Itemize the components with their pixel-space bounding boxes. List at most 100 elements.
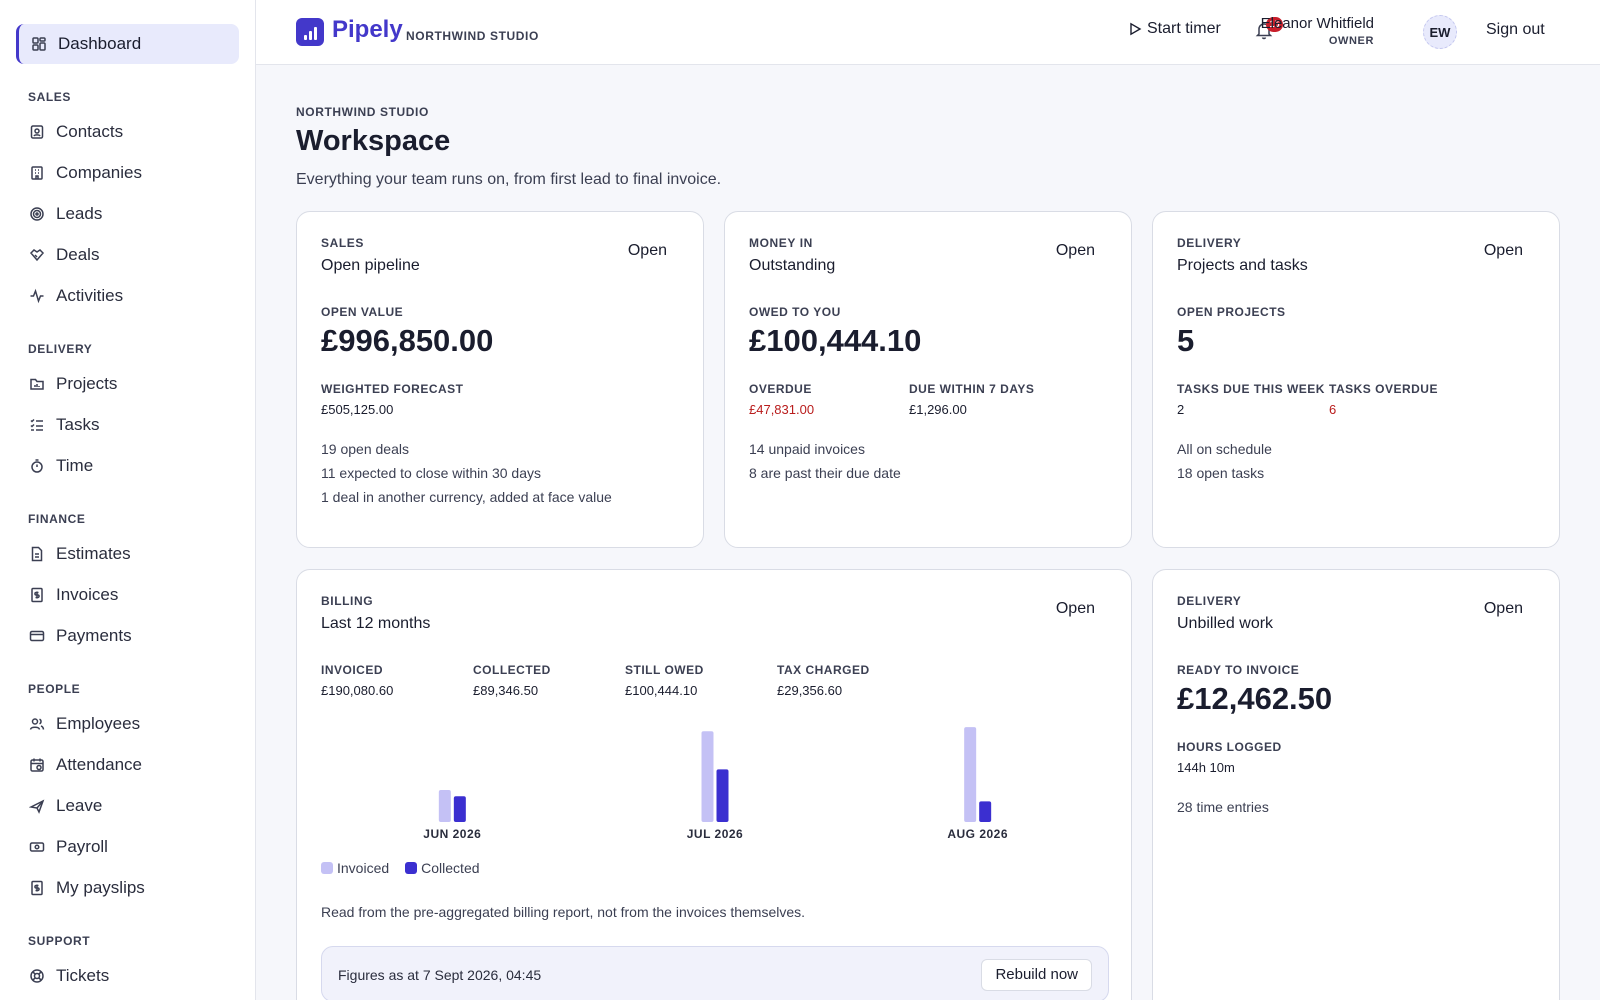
building-icon [28, 164, 46, 182]
sidebar-item-label: Invoices [56, 585, 119, 604]
billing-chart-svg: JUN 2026 JUL 2026 AUG 2026 [423, 727, 1008, 841]
tasks-overdue-value: 6 [1329, 402, 1337, 417]
sidebar-item-projects[interactable]: Projects [16, 364, 239, 404]
card-title: Unbilled work [1177, 615, 1274, 632]
top-header: Pipely NORTHWIND STUDIO Start timer 15 E… [256, 0, 1600, 65]
sidebar-item-label: Tickets [56, 966, 110, 985]
bar-invoiced-jul-2026 [701, 731, 714, 822]
sign-out-button[interactable]: Sign out [1486, 21, 1545, 38]
x-tick-label: JUL 2026 [687, 827, 743, 840]
sidebar-item-leave[interactable]: Leave [16, 786, 239, 826]
sidebar-item-label: Time [56, 456, 94, 475]
start-timer-button[interactable]: Start timer [1128, 20, 1221, 38]
users-icon [28, 715, 46, 733]
note-line: 28 time entries [1177, 799, 1269, 815]
open-projects-label: OPEN PROJECTS [1177, 305, 1286, 319]
card-kicker: BILLING [321, 594, 374, 608]
sales-notes: 19 open deals 11 expected to close withi… [321, 437, 679, 509]
collected-value: £89,346.50 [473, 683, 539, 698]
sidebar-item-payslips[interactable]: My payslips [16, 868, 239, 908]
open-delivery-link[interactable]: Open [1483, 242, 1523, 259]
sidebar-item-label: Contacts [56, 122, 124, 141]
sidebar-section-support: SUPPORT [28, 934, 91, 948]
x-tick-label: JUN 2026 [423, 827, 481, 840]
sidebar-item-employees[interactable]: Employees [16, 704, 239, 744]
invoiced-label: INVOICED [321, 663, 384, 677]
sidebar-item-activities[interactable]: Activities [16, 276, 239, 316]
handshake-icon [28, 246, 46, 264]
due-within-7-days-label: DUE WITHIN 7 DAYS [909, 382, 1035, 396]
brand-logo-icon[interactable] [296, 18, 324, 46]
sidebar-item-time[interactable]: Time [16, 446, 239, 486]
sidebar-item-tasks[interactable]: Tasks [16, 405, 239, 445]
tasks-overdue-label: TASKS OVERDUE [1329, 382, 1438, 396]
sidebar-item-label: Payments [56, 626, 132, 645]
unbilled-notes: 28 time entries [1177, 795, 1535, 819]
sidebar-item-label: Activities [56, 286, 124, 305]
sidebar-item-payments[interactable]: Payments [16, 616, 239, 656]
sidebar-item-companies[interactable]: Companies [16, 153, 239, 193]
plane-icon [28, 797, 46, 815]
sales-card: SALES Open pipeline Open OPEN VALUE £996… [296, 211, 704, 548]
sidebar-item-label: Tasks [56, 415, 100, 434]
sidebar-item-label: Attendance [56, 755, 143, 774]
avatar[interactable]: EW [1423, 15, 1457, 49]
dashboard-icon [30, 35, 48, 53]
weighted-forecast-label: WEIGHTED FORECAST [321, 382, 464, 396]
sidebar-section-sales: SALES [28, 90, 72, 104]
notification-count-badge: 15 [1266, 17, 1283, 32]
open-money-link[interactable]: Open [1055, 242, 1095, 259]
sidebar-item-invoices[interactable]: Invoices [16, 575, 239, 615]
sidebar-item-estimates[interactable]: Estimates [16, 534, 239, 574]
user-role: OWNER [1328, 35, 1374, 47]
rebuild-now-button[interactable]: Rebuild now [981, 959, 1092, 991]
billing-note: Read from the pre-aggregated billing rep… [321, 904, 806, 920]
legend-label: Invoiced [337, 860, 390, 876]
sidebar-item-label: Employees [56, 714, 141, 733]
sidebar-item-leads[interactable]: Leads [16, 194, 239, 234]
owed-to-you-value: £100,444.10 [749, 323, 922, 358]
card-kicker: SALES [321, 236, 365, 250]
sidebar-item-deals[interactable]: Deals [16, 235, 239, 275]
still-owed-value: £100,444.10 [625, 683, 698, 698]
legend-swatch [321, 862, 333, 874]
chart-legend: Invoiced Collected [321, 860, 496, 876]
invoice-dollar-icon [28, 586, 46, 604]
sidebar-item-attendance[interactable]: Attendance [16, 745, 239, 785]
legend-swatch [405, 862, 418, 874]
document-icon [28, 545, 46, 563]
note-line: 14 unpaid invoices [749, 441, 865, 457]
legend-item-collected: Collected [405, 860, 480, 876]
sidebar-item-dashboard[interactable]: Dashboard [16, 24, 239, 64]
open-sales-link[interactable]: Open [627, 242, 667, 259]
sidebar-item-label: Payroll [56, 837, 108, 856]
still-owed-label: STILL OWED [625, 663, 704, 677]
hours-logged-value: 144h 10m [1177, 760, 1235, 775]
note-line: All on schedule [1177, 441, 1272, 457]
bar-collected-aug-2026 [979, 801, 992, 822]
notifications-button[interactable]: 15 [1254, 17, 1283, 44]
sidebar-item-contacts[interactable]: Contacts [16, 112, 239, 152]
weighted-forecast-value: £505,125.00 [321, 402, 394, 417]
legend-label: Collected [421, 860, 480, 876]
open-unbilled-link[interactable]: Open [1483, 600, 1523, 617]
sidebar-item-tickets[interactable]: Tickets [16, 956, 239, 996]
sidebar-item-label: Projects [56, 374, 118, 393]
open-billing-link[interactable]: Open [1055, 600, 1095, 617]
hours-logged-label: HOURS LOGGED [1177, 740, 1282, 754]
activity-icon [28, 287, 46, 305]
start-timer-label: Start timer [1147, 20, 1221, 37]
sidebar-item-label: Leave [56, 796, 103, 815]
target-icon [28, 205, 46, 223]
delivery-card: DELIVERY Projects and tasks Open OPEN PR… [1152, 211, 1560, 548]
delivery-notes: All on schedule 18 open tasks [1177, 437, 1535, 485]
page-subtitle: Everything your team runs on, from first… [296, 171, 722, 188]
owed-to-you-label: OWED TO YOU [749, 305, 841, 319]
sidebar-section-people: PEOPLE [28, 682, 81, 696]
ready-to-invoice-value: £12,462.50 [1177, 681, 1333, 716]
brand-name[interactable]: Pipely [332, 16, 403, 43]
sidebar-item-payroll[interactable]: Payroll [16, 827, 239, 867]
tasks-due-value: 2 [1177, 402, 1185, 417]
note-line: 8 are past their due date [749, 465, 901, 481]
billing-chart: JUN 2026 JUL 2026 AUG 2026 [321, 720, 1109, 841]
